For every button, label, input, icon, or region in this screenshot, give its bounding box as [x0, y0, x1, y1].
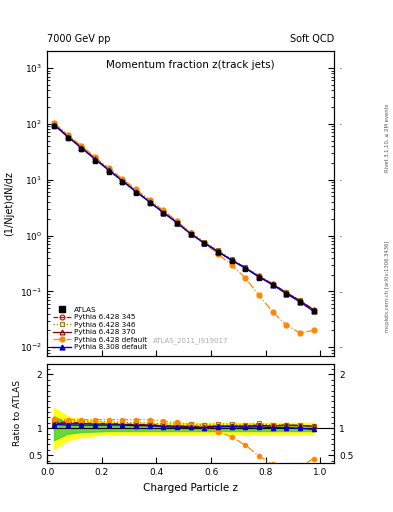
- Y-axis label: Ratio to ATLAS: Ratio to ATLAS: [13, 380, 22, 446]
- X-axis label: Charged Particle z: Charged Particle z: [143, 483, 238, 493]
- Legend: ATLAS, Pythia 6.428 345, Pythia 6.428 346, Pythia 6.428 370, Pythia 6.428 defaul: ATLAS, Pythia 6.428 345, Pythia 6.428 34…: [51, 304, 149, 352]
- Text: Soft QCD: Soft QCD: [290, 33, 334, 44]
- Text: ATLAS_2011_I919017: ATLAS_2011_I919017: [153, 337, 228, 344]
- Text: Rivet 3.1.10, ≥ 2M events: Rivet 3.1.10, ≥ 2M events: [385, 104, 390, 173]
- Text: Momentum fraction z(track jets): Momentum fraction z(track jets): [106, 60, 275, 70]
- Y-axis label: (1/Njet)dN/dz: (1/Njet)dN/dz: [4, 171, 15, 236]
- Text: 7000 GeV pp: 7000 GeV pp: [47, 33, 111, 44]
- Text: mcplots.cern.ch [arXiv:1306.3436]: mcplots.cern.ch [arXiv:1306.3436]: [385, 241, 390, 332]
